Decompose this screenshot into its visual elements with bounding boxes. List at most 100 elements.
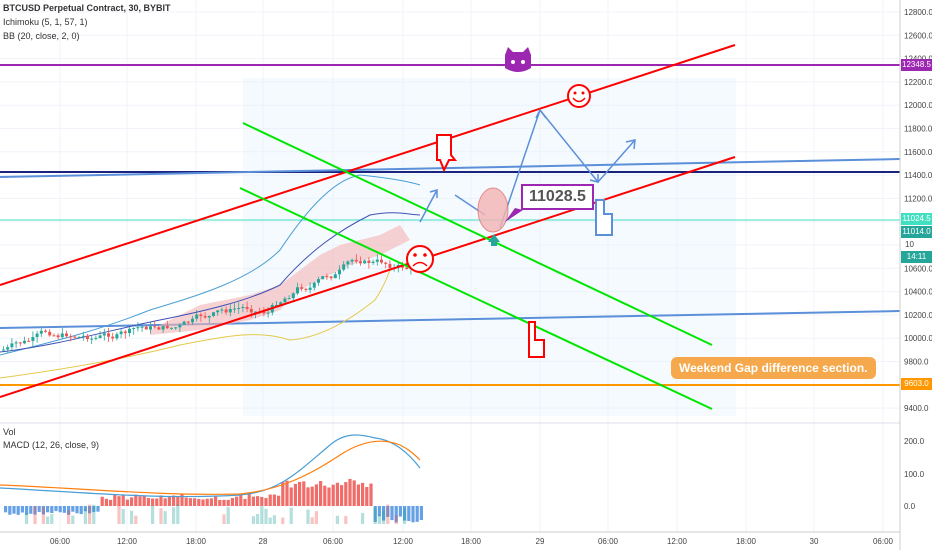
- candle-body: [300, 287, 304, 289]
- candle-body: [132, 327, 136, 329]
- volume-bar: [268, 517, 272, 524]
- macd-histogram-bar: [268, 494, 272, 506]
- time-tick-label: 28: [259, 537, 268, 546]
- legend-bb[interactable]: BB (20, close, 2, 0): [3, 31, 80, 41]
- macd-histogram-bar: [193, 498, 197, 506]
- macd-histogram-bar: [50, 506, 54, 514]
- macd-histogram-bar: [277, 495, 281, 506]
- volume-bar: [251, 516, 255, 524]
- macd-histogram-bar: [46, 506, 50, 513]
- time-tick-label: 18:00: [736, 537, 757, 546]
- candle-body: [249, 308, 253, 313]
- volume-bar: [377, 515, 381, 524]
- volume-bar: [344, 515, 348, 524]
- macd-histogram-bar: [331, 484, 335, 506]
- projection-arrows: [419, 108, 636, 229]
- volume-bar: [172, 507, 176, 524]
- volume-bar: [41, 506, 45, 524]
- candle-body: [350, 259, 354, 262]
- candle-body: [77, 336, 81, 338]
- candle-body: [98, 335, 102, 338]
- candle-body: [329, 276, 333, 279]
- price-tick-label: 12000.0: [904, 101, 932, 110]
- macd-histogram-bar: [340, 485, 344, 506]
- candle-body: [18, 342, 22, 344]
- candle-body: [123, 331, 127, 334]
- red-channel-upper[interactable]: [0, 44, 736, 286]
- candle-body: [23, 340, 26, 344]
- candle-body: [195, 314, 199, 319]
- time-tick-label: 06:00: [50, 537, 71, 546]
- volume-bar: [25, 512, 29, 524]
- macd-histogram-bar: [197, 498, 201, 506]
- macd-histogram-bar: [79, 506, 83, 515]
- candle-body: [212, 312, 215, 316]
- candle-body: [220, 309, 224, 311]
- candle-body: [161, 325, 165, 330]
- macd-tick-label: 100.0: [904, 470, 925, 479]
- blue-trend-upper[interactable]: [0, 158, 901, 178]
- candle-body: [291, 293, 295, 299]
- red-channel-lower[interactable]: [0, 156, 736, 398]
- macd-histogram-bar: [159, 495, 163, 506]
- macd-histogram-bar: [176, 496, 180, 506]
- candle-body: [283, 298, 287, 303]
- macd-histogram-bar: [310, 486, 314, 506]
- candle-body: [119, 331, 123, 335]
- green-channel-lower[interactable]: [239, 187, 713, 410]
- legend-title[interactable]: BTCUSD Perpetual Contract, 30, BYBIT: [3, 3, 171, 13]
- candle-body: [2, 349, 5, 351]
- macd-histogram-bar: [134, 494, 138, 506]
- macd-histogram-bar: [109, 499, 113, 506]
- candle-body: [228, 309, 232, 313]
- macd-histogram-bar: [214, 496, 218, 506]
- macd-histogram-bar: [281, 482, 285, 506]
- macd-histogram-bar: [25, 506, 29, 515]
- price-tick-label: 10000.0: [904, 334, 932, 343]
- legend-vol[interactable]: Vol: [3, 427, 16, 437]
- candle-body: [363, 260, 367, 264]
- time-axis[interactable]: 06:00 12:00 18:00 28 06:00 12:00 18:00 29 06:00 1…: [50, 537, 894, 546]
- price-callout[interactable]: 11028.5: [521, 184, 594, 210]
- volume-bar: [92, 504, 96, 524]
- volume-bar: [67, 510, 71, 524]
- macd-histogram-bar: [289, 487, 293, 506]
- macd-histogram-bar: [4, 506, 8, 513]
- macd-histogram-bar: [184, 497, 188, 506]
- green-channel-upper[interactable]: [242, 122, 713, 346]
- macd-histogram-bar: [306, 487, 310, 506]
- macd-axis[interactable]: 200.0 100.0 0.0: [904, 437, 925, 511]
- volume-bar: [71, 515, 75, 524]
- time-tick-label: 29: [536, 537, 545, 546]
- macd-histogram-bar: [163, 498, 167, 506]
- legend-macd[interactable]: MACD (12, 26, close, 9): [3, 440, 100, 450]
- candle-body: [275, 304, 278, 306]
- candle-body: [296, 287, 299, 294]
- countdown-tag: 14:11: [901, 251, 932, 263]
- hand-pointing-down-icon: [528, 321, 545, 358]
- price-tick-label: 10400.0: [904, 288, 932, 297]
- volume-bar: [121, 509, 125, 524]
- candle-body: [380, 259, 383, 263]
- legend-ichimoku[interactable]: Ichimoku (5, 1, 57, 1): [3, 17, 88, 27]
- macd-histogram-bar: [180, 494, 184, 506]
- time-tick-label: 06:00: [598, 537, 619, 546]
- volume-bar: [382, 509, 386, 524]
- bb-lower: [0, 269, 391, 379]
- price-tick-label: 11600.0: [904, 148, 932, 157]
- candle-body: [262, 311, 266, 314]
- blue-trend-lower[interactable]: [0, 310, 901, 329]
- candle-body: [321, 276, 325, 280]
- macd-histogram-bar: [398, 506, 402, 517]
- macd-histogram-bar: [386, 506, 390, 517]
- volume-bar: [373, 507, 377, 524]
- macd-histogram-bar: [407, 506, 411, 521]
- bb-basis: [0, 212, 421, 353]
- weekend-gap-note[interactable]: Weekend Gap difference section.: [671, 357, 876, 379]
- volume-bar: [117, 505, 121, 524]
- macd-histogram-bar: [361, 482, 365, 506]
- candle-body: [203, 316, 207, 318]
- candle-body: [73, 336, 77, 338]
- candle-body: [346, 261, 350, 265]
